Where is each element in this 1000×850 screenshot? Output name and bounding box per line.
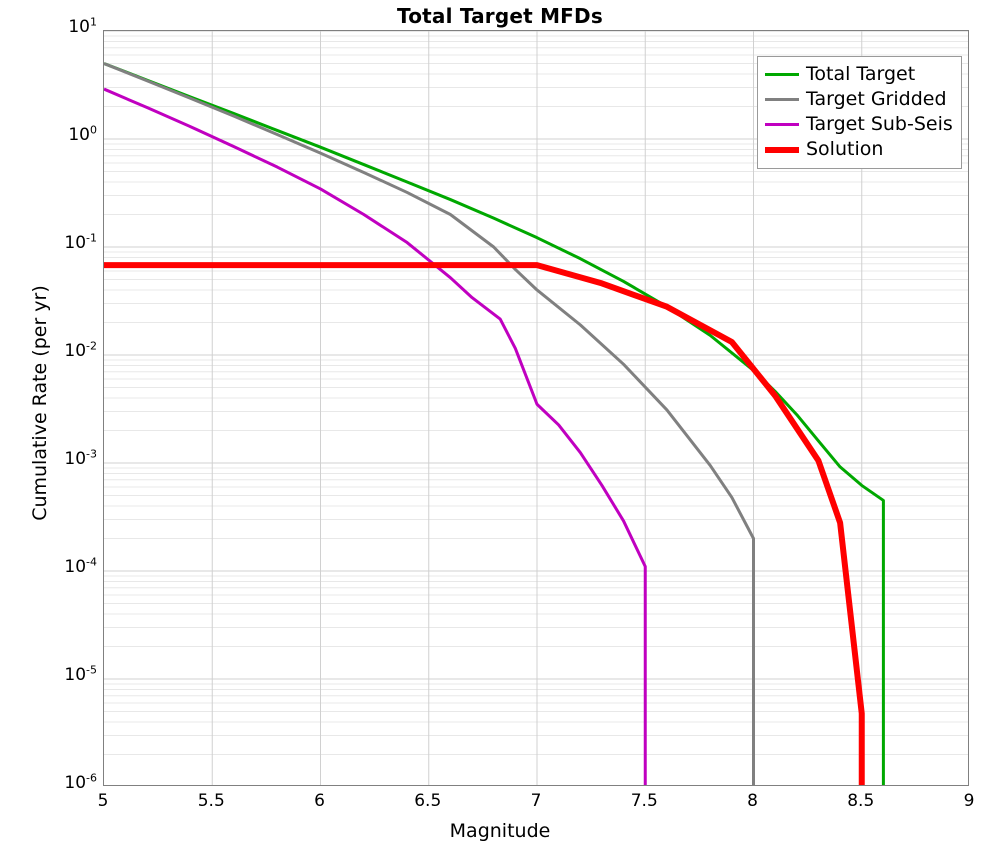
series-line bbox=[104, 62, 755, 785]
x-tick-label: 7 bbox=[530, 791, 542, 811]
legend-swatch-total-target bbox=[765, 73, 799, 76]
x-tick-label: 8 bbox=[747, 791, 758, 811]
y-tick-label: 10-3 bbox=[64, 447, 97, 469]
legend-swatch-target-gridded bbox=[765, 98, 799, 101]
x-tick-label: 5 bbox=[97, 791, 109, 811]
y-axis-ticks: 101 100 10-1 10-2 10-3 10-4 10-5 10-6 bbox=[0, 0, 97, 850]
x-tick-label: 8.5 bbox=[847, 791, 875, 811]
y-axis-label: Cumulative Rate (per yr) bbox=[29, 285, 51, 521]
chart-title: Total Target MFDs bbox=[397, 4, 603, 28]
series-line bbox=[104, 62, 885, 785]
y-tick-label: 100 bbox=[68, 123, 97, 145]
series-line bbox=[104, 262, 865, 785]
y-tick-label: 10-1 bbox=[64, 231, 97, 253]
x-tick-label: 6 bbox=[314, 791, 325, 811]
chart-legend: Total Target Target Gridded Target Sub-Sei… bbox=[757, 56, 962, 169]
legend-label: Solution bbox=[806, 138, 884, 160]
x-axis-label: Magnitude bbox=[449, 820, 551, 842]
legend-item: Solution bbox=[765, 137, 953, 162]
legend-item: Target Sub-Seis bbox=[765, 112, 953, 137]
y-tick-label: 10-2 bbox=[64, 339, 97, 361]
legend-label: Target Sub-Seis bbox=[806, 113, 953, 135]
legend-label: Target Gridded bbox=[806, 88, 947, 110]
legend-item: Target Gridded bbox=[765, 87, 953, 112]
y-tick-label: 101 bbox=[68, 15, 97, 37]
x-tick-label: 6.5 bbox=[414, 791, 442, 811]
legend-swatch-solution bbox=[765, 146, 799, 153]
legend-swatch-target-sub-seis bbox=[765, 123, 799, 126]
y-tick-label: 10-6 bbox=[64, 771, 97, 793]
legend-label: Total Target bbox=[806, 63, 916, 85]
y-tick-label: 10-5 bbox=[64, 663, 97, 685]
legend-item: Total Target bbox=[765, 62, 953, 87]
x-tick-label: 7.5 bbox=[630, 791, 658, 811]
x-tick-label: 5.5 bbox=[197, 791, 225, 811]
x-tick-label: 9 bbox=[963, 791, 975, 811]
series-line bbox=[104, 87, 647, 785]
data-series-layer bbox=[104, 62, 885, 785]
y-tick-label: 10-4 bbox=[64, 555, 97, 577]
